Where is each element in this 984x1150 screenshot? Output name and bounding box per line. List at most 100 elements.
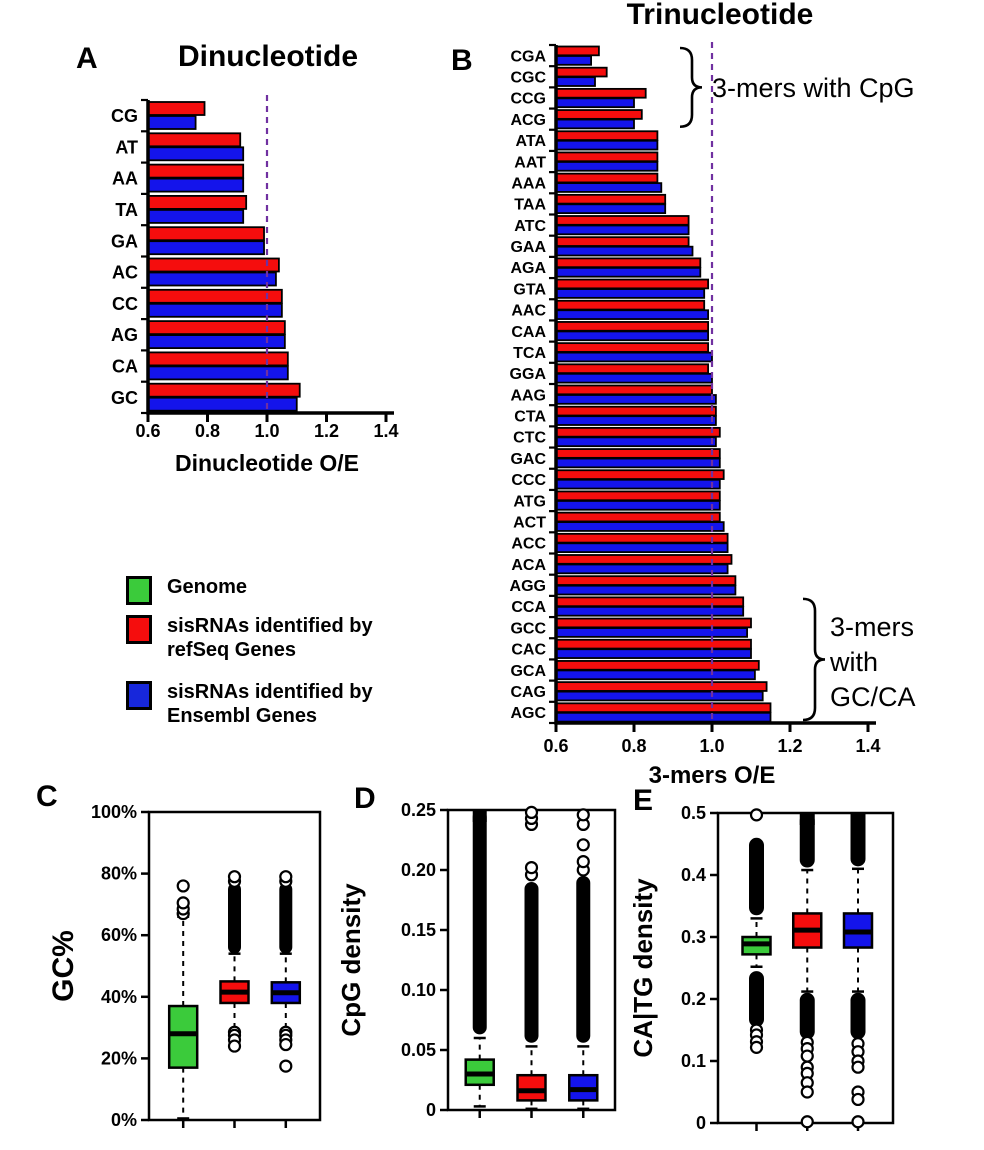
bar-AGG-ensembl [555, 584, 737, 596]
bar-CCG-refseq [555, 87, 647, 99]
outlier-circle [749, 1040, 764, 1054]
y-tick-label: 0.10 [401, 980, 436, 1000]
category-label-CTA: CTA [514, 409, 546, 426]
bar-CGA-refseq [555, 45, 600, 57]
category-label-ACC: ACC [511, 536, 546, 553]
outlier-circle [227, 1039, 242, 1053]
x-tick-label: 1.4 [855, 736, 880, 756]
x-tick-label: 1.0 [254, 421, 279, 441]
bar-CTC-ensembl [555, 436, 717, 448]
bar-AAG-refseq [555, 384, 713, 396]
outlier-circle [279, 870, 293, 884]
category-label-GTA: GTA [513, 281, 546, 298]
bar-AGC-ensembl [555, 711, 772, 723]
bar-ACA-ensembl [555, 563, 729, 575]
bar-AG-refseq [147, 320, 286, 336]
x-tick-label: 1.4 [373, 421, 398, 441]
bar-CAG-refseq [555, 681, 768, 692]
outlier-circle [176, 879, 190, 893]
panel-label-b: B [451, 44, 473, 77]
outlier-circle [800, 1085, 814, 1099]
y-tick-label: 0.5 [681, 803, 706, 823]
bar-CCC-ensembl [555, 478, 721, 490]
legend-item-label: sisRNAs identified by Ensembl Genes [167, 681, 373, 727]
y-tick-label: 0.20 [401, 860, 436, 880]
bar-CAC-refseq [555, 638, 752, 650]
legend-item-genome: Genome [126, 575, 456, 605]
outlier-circle [576, 838, 590, 852]
y-tick-label: 0.1 [681, 1051, 706, 1071]
category-label-CCG: CCG [510, 91, 546, 108]
bar-ATG-refseq [555, 490, 721, 502]
x-tick-label: 0.8 [621, 736, 646, 756]
outlier-circle [851, 1115, 865, 1129]
category-label-GA: GA [111, 231, 138, 251]
outlier-column [850, 992, 866, 1040]
bar-GC-ensembl [147, 396, 298, 412]
category-label-CCA: CCA [511, 599, 546, 616]
y-tick-label: 0.3 [681, 927, 706, 947]
outlier-circle [279, 1059, 293, 1073]
bar-AGG-refseq [555, 575, 737, 586]
bar-CCC-refseq [555, 469, 725, 480]
outlier-circle [279, 1037, 293, 1052]
bar-ATG-ensembl [555, 500, 721, 511]
x-axis-label: 3-mers O/E [649, 762, 776, 789]
bar-CCA-refseq [555, 596, 745, 608]
bar-CAA-refseq [555, 321, 710, 332]
bar-ATC-refseq [555, 215, 690, 226]
bar-AA-refseq [147, 163, 245, 179]
outlier-circle [576, 808, 590, 822]
bar-AAC-ensembl [555, 309, 710, 320]
y-tick-label: 0 [426, 1100, 436, 1120]
bar-CAA-ensembl [555, 330, 710, 342]
outlier-column [228, 882, 241, 954]
x-tick-label: 1.2 [777, 736, 802, 756]
legend-item-refseq: sisRNAs identified by refSeq Genes [126, 614, 456, 662]
outlier-circle [851, 1092, 865, 1107]
category-label-AGC: AGC [510, 705, 546, 722]
category-label-CC: CC [112, 294, 138, 314]
category-label-GCC: GCC [510, 620, 546, 637]
category-label-CTC: CTC [513, 430, 546, 447]
category-label-AGA: AGA [510, 260, 546, 277]
category-label-AAA: AAA [511, 175, 546, 192]
outlier-circle [800, 1115, 814, 1129]
category-label-CAG: CAG [510, 684, 546, 701]
panel-label-a: A [76, 42, 98, 75]
y-tick-label: 0.4 [681, 865, 706, 885]
bar-TAA-refseq [555, 193, 667, 205]
bar-CGC-refseq [555, 66, 608, 78]
bar-CTA-ensembl [555, 415, 717, 426]
category-label-AAC: AAC [511, 303, 546, 320]
bar-AC-refseq [147, 257, 280, 273]
outlier-column [749, 971, 764, 1027]
bar-ATC-ensembl [555, 224, 690, 236]
bar-AAT-ensembl [555, 161, 659, 172]
bar-ACG-ensembl [555, 118, 635, 130]
bar-ACT-refseq [555, 511, 721, 523]
category-label-AG: AG [111, 325, 138, 345]
category-label-GC: GC [111, 388, 138, 408]
outlier-column [576, 876, 591, 1043]
outlier-column [799, 992, 815, 1040]
bar-TA-refseq [147, 195, 248, 210]
legend: Genome sisRNAs identified by refSeq Gene… [126, 575, 456, 737]
panel-a-title: Dinucleotide [177, 40, 358, 73]
bar-CC-refseq [147, 288, 283, 304]
bar-ACG-refseq [555, 109, 643, 120]
category-label-TA: TA [115, 200, 138, 220]
category-label-CCC: CCC [511, 472, 546, 489]
y-tick-label: 0.2 [681, 989, 706, 1009]
outlier-column [472, 810, 487, 1035]
bar-GCA-refseq [555, 660, 760, 671]
y-axis-label: CpG density [336, 883, 366, 1037]
bar-GCC-refseq [555, 617, 752, 629]
panel-label-d: D [354, 782, 376, 815]
category-label-ACT: ACT [513, 514, 546, 531]
y-axis-label: GC% [47, 930, 80, 1002]
outlier-circle [800, 1049, 814, 1063]
y-tick-label: 0.25 [401, 800, 436, 820]
annotation-gcca-line3: GC/CA [830, 682, 916, 712]
